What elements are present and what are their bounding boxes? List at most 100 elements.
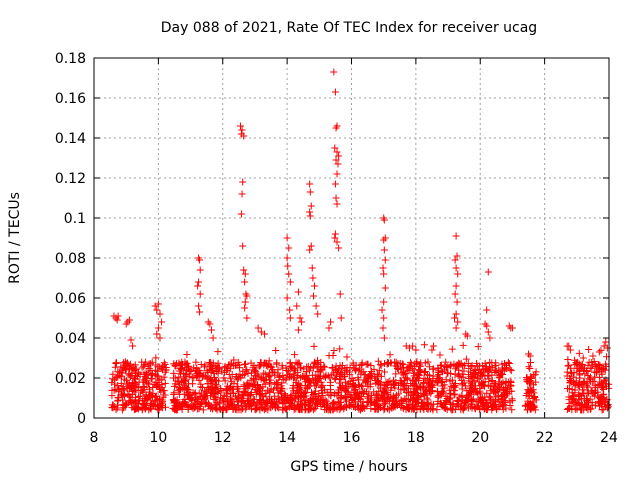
data-point bbox=[284, 262, 292, 270]
data-point bbox=[460, 367, 468, 375]
data-point bbox=[170, 382, 178, 390]
data-point bbox=[366, 383, 374, 391]
data-point bbox=[312, 360, 320, 368]
data-point bbox=[376, 360, 384, 368]
data-point bbox=[294, 359, 302, 367]
data-point bbox=[156, 310, 164, 318]
data-point bbox=[328, 399, 336, 407]
data-point bbox=[332, 124, 340, 132]
data-point bbox=[451, 256, 459, 264]
data-point bbox=[442, 358, 450, 366]
data-point bbox=[486, 334, 494, 342]
data-point bbox=[307, 363, 315, 371]
data-point bbox=[401, 376, 409, 384]
data-point bbox=[285, 399, 293, 407]
y-tick-label: 0.04 bbox=[55, 331, 86, 347]
data-point bbox=[342, 378, 350, 386]
data-point bbox=[458, 385, 466, 393]
data-point bbox=[530, 371, 538, 379]
data-point bbox=[112, 359, 120, 367]
data-point bbox=[241, 385, 249, 393]
data-point bbox=[296, 364, 304, 372]
data-point bbox=[579, 380, 587, 388]
data-point bbox=[367, 361, 375, 369]
data-point bbox=[113, 404, 121, 412]
data-point bbox=[306, 367, 314, 375]
data-point bbox=[380, 216, 388, 224]
data-point bbox=[217, 388, 225, 396]
data-point bbox=[531, 403, 539, 411]
data-point bbox=[316, 398, 324, 406]
data-point bbox=[230, 356, 238, 364]
data-point bbox=[190, 374, 198, 382]
data-point bbox=[527, 384, 535, 392]
data-point bbox=[240, 132, 248, 140]
data-point bbox=[140, 376, 148, 384]
data-point bbox=[566, 346, 574, 354]
data-point bbox=[251, 369, 259, 377]
data-point bbox=[330, 68, 338, 76]
data-point bbox=[414, 396, 422, 404]
data-point bbox=[462, 355, 470, 363]
data-point bbox=[458, 391, 466, 399]
data-point bbox=[584, 399, 592, 407]
data-point bbox=[241, 278, 249, 286]
data-point bbox=[482, 362, 490, 370]
data-point bbox=[331, 180, 339, 188]
data-point bbox=[358, 405, 366, 413]
data-point bbox=[591, 389, 599, 397]
data-point bbox=[145, 360, 153, 368]
data-point bbox=[138, 364, 146, 372]
data-point bbox=[122, 320, 130, 328]
data-point bbox=[113, 316, 121, 324]
data-point bbox=[296, 314, 304, 322]
data-point bbox=[454, 318, 462, 326]
data-point bbox=[306, 246, 314, 254]
data-point bbox=[170, 397, 178, 405]
y-tick-label: 0 bbox=[77, 411, 86, 427]
data-point bbox=[564, 362, 572, 370]
data-point bbox=[592, 363, 600, 371]
data-point bbox=[568, 406, 576, 414]
data-point bbox=[494, 396, 502, 404]
data-point bbox=[469, 378, 477, 386]
data-point bbox=[286, 306, 294, 314]
data-point bbox=[130, 405, 138, 413]
data-point bbox=[241, 360, 249, 368]
grid-layer bbox=[94, 58, 609, 418]
data-point bbox=[124, 359, 132, 367]
data-point bbox=[140, 401, 148, 409]
data-point bbox=[252, 404, 260, 412]
data-point bbox=[161, 379, 169, 387]
data-point bbox=[468, 361, 476, 369]
data-point bbox=[367, 405, 375, 413]
data-point bbox=[326, 406, 334, 414]
data-point bbox=[578, 401, 586, 409]
data-point bbox=[597, 346, 605, 354]
data-point bbox=[148, 358, 156, 366]
data-point bbox=[335, 399, 343, 407]
data-point bbox=[241, 304, 249, 312]
data-point bbox=[485, 393, 493, 401]
data-point bbox=[458, 376, 466, 384]
data-point bbox=[216, 406, 224, 414]
data-point bbox=[344, 388, 352, 396]
data-point bbox=[261, 330, 269, 338]
data-point bbox=[336, 345, 344, 353]
data-point bbox=[434, 393, 442, 401]
data-point bbox=[321, 386, 329, 394]
data-point bbox=[377, 372, 385, 380]
data-point bbox=[240, 389, 248, 397]
data-point bbox=[154, 300, 162, 308]
data-point bbox=[450, 391, 458, 399]
data-point bbox=[274, 380, 282, 388]
data-point bbox=[394, 365, 402, 373]
data-point bbox=[489, 403, 497, 411]
data-point bbox=[410, 372, 418, 380]
data-point bbox=[114, 381, 122, 389]
data-point bbox=[190, 404, 198, 412]
data-point bbox=[583, 383, 591, 391]
data-point bbox=[292, 405, 300, 413]
data-point bbox=[314, 356, 322, 364]
data-point bbox=[501, 359, 509, 367]
